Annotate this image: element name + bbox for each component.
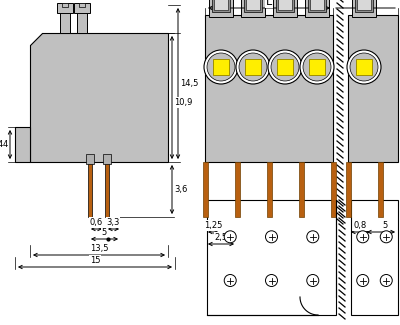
Bar xyxy=(356,59,372,75)
Bar xyxy=(105,162,109,217)
Bar xyxy=(309,59,325,75)
Circle shape xyxy=(303,53,331,81)
Bar xyxy=(88,162,92,217)
Bar xyxy=(266,162,272,217)
Bar xyxy=(207,200,336,315)
Bar xyxy=(62,3,68,7)
Circle shape xyxy=(239,53,267,81)
Text: 10,9: 10,9 xyxy=(174,98,192,107)
Bar xyxy=(74,3,90,13)
Polygon shape xyxy=(15,127,30,162)
Bar xyxy=(209,0,233,17)
Circle shape xyxy=(380,231,392,243)
Text: 0,8: 0,8 xyxy=(353,221,367,230)
Text: 5: 5 xyxy=(101,228,107,237)
Bar xyxy=(277,59,293,75)
Bar xyxy=(346,162,350,217)
Bar xyxy=(305,0,329,17)
Bar xyxy=(310,0,324,10)
Text: 3,3: 3,3 xyxy=(106,218,120,227)
Circle shape xyxy=(224,275,236,287)
Bar xyxy=(348,15,398,162)
Circle shape xyxy=(207,53,235,81)
Polygon shape xyxy=(30,33,168,162)
Circle shape xyxy=(271,53,299,81)
Text: 4: 4 xyxy=(3,140,8,149)
Bar xyxy=(205,15,333,162)
Circle shape xyxy=(204,50,238,84)
Bar xyxy=(357,0,371,10)
Circle shape xyxy=(307,275,319,287)
Bar xyxy=(245,59,261,75)
Bar xyxy=(244,0,262,12)
Circle shape xyxy=(268,50,302,84)
Text: 0,6: 0,6 xyxy=(90,218,103,227)
Bar xyxy=(202,162,208,217)
Bar xyxy=(57,3,73,13)
Bar xyxy=(79,3,85,7)
Bar xyxy=(213,59,229,75)
Bar xyxy=(351,200,398,315)
Circle shape xyxy=(266,275,278,287)
Bar xyxy=(86,154,94,164)
Text: 15: 15 xyxy=(90,256,100,265)
Bar xyxy=(355,0,373,12)
Circle shape xyxy=(307,231,319,243)
Bar xyxy=(276,0,294,12)
Bar xyxy=(330,162,336,217)
Bar xyxy=(378,162,382,217)
Circle shape xyxy=(266,231,278,243)
Text: 2,5: 2,5 xyxy=(214,233,228,242)
Text: 14,5: 14,5 xyxy=(180,79,198,88)
Text: 13,5: 13,5 xyxy=(90,244,108,253)
Bar xyxy=(234,162,240,217)
Circle shape xyxy=(350,53,378,81)
Text: 4: 4 xyxy=(0,140,3,149)
Circle shape xyxy=(300,50,334,84)
Text: 5: 5 xyxy=(382,221,388,230)
Text: 1,25: 1,25 xyxy=(204,221,222,230)
Bar xyxy=(298,162,304,217)
Circle shape xyxy=(236,50,270,84)
Bar xyxy=(77,11,87,33)
Bar xyxy=(352,0,376,17)
Bar xyxy=(278,0,292,10)
Bar xyxy=(103,154,111,164)
Bar xyxy=(273,0,297,17)
Circle shape xyxy=(224,231,236,243)
Text: L: L xyxy=(266,0,272,7)
Bar xyxy=(241,0,265,17)
Circle shape xyxy=(357,231,369,243)
Bar xyxy=(214,0,228,10)
Circle shape xyxy=(347,50,381,84)
Circle shape xyxy=(380,275,392,287)
Bar xyxy=(60,11,70,33)
Circle shape xyxy=(357,275,369,287)
Bar xyxy=(212,0,230,12)
Text: 3,6: 3,6 xyxy=(174,185,187,194)
Bar xyxy=(246,0,260,10)
Bar xyxy=(308,0,326,12)
